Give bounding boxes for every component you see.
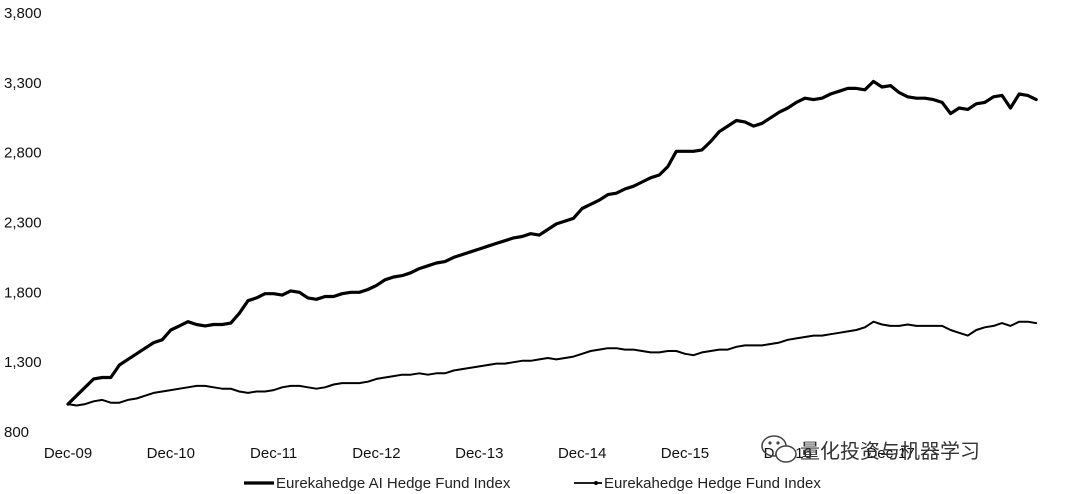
y-tick-label: 800: [4, 424, 29, 441]
x-axis: Dec-09 Dec-10 Dec-11 Dec-12 Dec-13 Dec-14 Dec-…: [44, 445, 915, 462]
x-tick-label: Dec-13: [455, 445, 503, 462]
x-tick-label: Dec-11: [250, 445, 297, 462]
x-tick-label: Dec-17: [866, 445, 914, 462]
y-tick-label: 2,300: [4, 215, 42, 232]
legend: Eurekahedge AI Hedge Fund Index Eurekahed…: [244, 475, 821, 492]
x-tick-label: Dec-15: [661, 445, 709, 462]
y-tick-label: 3,800: [4, 5, 42, 22]
x-tick-label: Dec-12: [352, 445, 400, 462]
x-tick-label: Dec-14: [558, 445, 606, 462]
plot-area: [66, 79, 1038, 407]
y-tick-label: 1,800: [4, 284, 42, 301]
y-tick-label: 2,800: [4, 145, 42, 162]
series-ai-hedge-fund-line: [66, 79, 1038, 406]
watermark: 量化投资与机器学习: [761, 435, 980, 463]
legend-item-ai: Eurekahedge AI Hedge Fund Index: [244, 475, 511, 492]
y-tick-label: 1,300: [4, 354, 42, 371]
watermark-text: 量化投资与机器学习: [800, 439, 980, 463]
legend-marker-hedge: [594, 481, 598, 485]
y-axis: 800 1,300 1,800 2,300 2,800 3,300 3,800: [4, 5, 42, 441]
legend-label-ai: Eurekahedge AI Hedge Fund Index: [276, 475, 511, 492]
y-tick-label: 3,300: [4, 75, 42, 92]
x-tick-label: Dec-10: [147, 445, 195, 462]
legend-label-hedge: Eurekahedge Hedge Fund Index: [604, 475, 821, 492]
legend-item-hedge: Eurekahedge Hedge Fund Index: [574, 475, 821, 492]
x-tick-label: Dec-09: [44, 445, 92, 462]
series-hedge-fund-line: [67, 320, 1038, 407]
wechat-icon: [761, 435, 797, 463]
